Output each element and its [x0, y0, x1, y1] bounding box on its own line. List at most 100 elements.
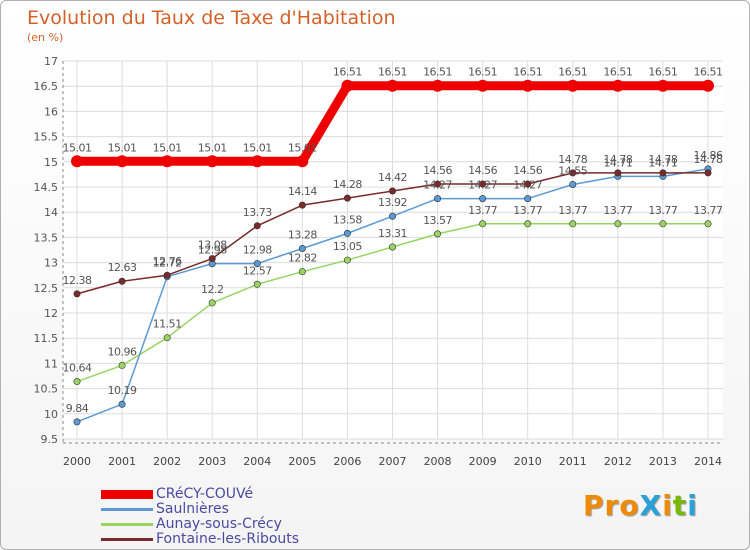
data-label: 14.27 [468, 179, 497, 192]
data-label: 13.08 [198, 239, 227, 252]
data-point [566, 79, 579, 92]
data-point [476, 79, 489, 92]
data-point [569, 220, 577, 228]
data-label: 12.63 [108, 261, 137, 274]
y-tick-label: 12.5 [34, 282, 59, 295]
legend-item: Fontaine-les-Ribouts [101, 532, 361, 547]
data-label: 16.51 [378, 66, 407, 79]
data-point [343, 229, 351, 237]
data-point [116, 155, 129, 168]
data-point [251, 155, 264, 168]
data-label: 16.51 [333, 66, 362, 79]
x-tick-label: 2004 [243, 455, 271, 468]
data-label: 13.77 [603, 204, 632, 217]
data-point [298, 268, 306, 276]
logo-letter: P [583, 489, 605, 522]
y-tick-label: 10.5 [34, 383, 59, 396]
data-label: 16.51 [468, 66, 497, 79]
data-label: 16.51 [558, 66, 587, 79]
data-label: 15.01 [288, 141, 317, 154]
data-point [71, 155, 83, 168]
data-label: 14.78 [558, 153, 587, 166]
data-label: 13.92 [378, 196, 407, 209]
data-label: 13.77 [694, 204, 723, 217]
y-tick-label: 11 [44, 357, 58, 370]
data-point [704, 220, 712, 228]
x-tick-label: 2005 [288, 455, 316, 468]
y-tick-label: 11.5 [34, 332, 59, 345]
legend-swatch [101, 523, 153, 526]
data-point [521, 79, 534, 92]
data-label: 15.01 [108, 141, 137, 154]
legend-item: CRéCY-COUVé [101, 487, 361, 502]
data-label: 13.31 [378, 227, 407, 240]
data-label: 10.64 [63, 362, 92, 375]
data-label: 9.84 [66, 402, 89, 415]
logo-letter: X [639, 489, 663, 522]
x-tick-label: 2002 [153, 455, 181, 468]
data-label: 14.86 [694, 149, 723, 162]
legend-label: Saulnières [156, 501, 229, 517]
data-label: 13.77 [648, 204, 677, 217]
data-point [298, 244, 306, 252]
data-label: 12.38 [63, 274, 92, 287]
y-tick-label: 16 [44, 105, 58, 118]
data-label: 12.72 [153, 257, 182, 270]
data-label: 13.58 [333, 213, 362, 226]
data-label: 13.73 [243, 206, 272, 219]
y-tick-label: 15.5 [34, 131, 59, 144]
data-point [388, 187, 396, 195]
data-point [388, 212, 396, 220]
data-label: 14.55 [558, 164, 587, 177]
data-label: 14.56 [423, 164, 452, 177]
data-point [341, 79, 354, 92]
data-label: 15.01 [63, 141, 92, 154]
chart-title: Evolution du Taux de Taxe d'Habitation [27, 7, 396, 29]
data-label: 11.51 [153, 318, 182, 331]
data-label: 12.82 [288, 252, 317, 265]
data-point [614, 169, 622, 177]
data-point [434, 230, 442, 238]
data-point [659, 220, 667, 228]
data-point [73, 290, 81, 298]
data-label: 14.56 [513, 164, 542, 177]
data-point [431, 79, 444, 92]
data-point [569, 180, 577, 188]
y-tick-label: 14.5 [34, 181, 59, 194]
y-tick-label: 13.5 [34, 231, 59, 244]
data-label: 14.71 [648, 156, 677, 169]
data-label: 14.28 [333, 178, 362, 191]
data-label: 12.98 [243, 244, 272, 257]
data-label: 16.51 [648, 66, 677, 79]
data-label: 12.98 [198, 244, 227, 257]
y-tick-label: 12 [44, 307, 58, 320]
data-point [208, 255, 216, 263]
x-tick-label: 2010 [514, 455, 542, 468]
x-tick-label: 2001 [108, 455, 136, 468]
data-point [296, 155, 309, 168]
data-point [73, 378, 81, 386]
data-point [704, 169, 712, 177]
data-label: 14.71 [603, 156, 632, 169]
logo-letter: i [662, 489, 673, 522]
data-label: 15.01 [198, 141, 227, 154]
x-tick-label: 2008 [424, 455, 452, 468]
data-point [118, 361, 126, 369]
data-label: 15.01 [153, 141, 182, 154]
legend: CRéCY-COUVé Saulnières Aunay-sous-Crécy Fon… [101, 487, 361, 547]
data-point [611, 79, 624, 92]
chart-subtitle: (en %) [27, 31, 64, 44]
data-label: 14.56 [468, 164, 497, 177]
data-point [253, 280, 261, 288]
data-label: 15.01 [243, 141, 272, 154]
data-label: 13.77 [468, 204, 497, 217]
data-point [386, 79, 399, 92]
data-label: 12.57 [243, 264, 272, 277]
x-tick-label: 2006 [333, 455, 361, 468]
x-tick-label: 2014 [694, 455, 722, 468]
data-label: 14.27 [423, 179, 452, 192]
data-point [479, 220, 487, 228]
legend-label: Aunay-sous-Crécy [156, 516, 282, 532]
legend-label: CRéCY-COUVé [156, 486, 254, 502]
